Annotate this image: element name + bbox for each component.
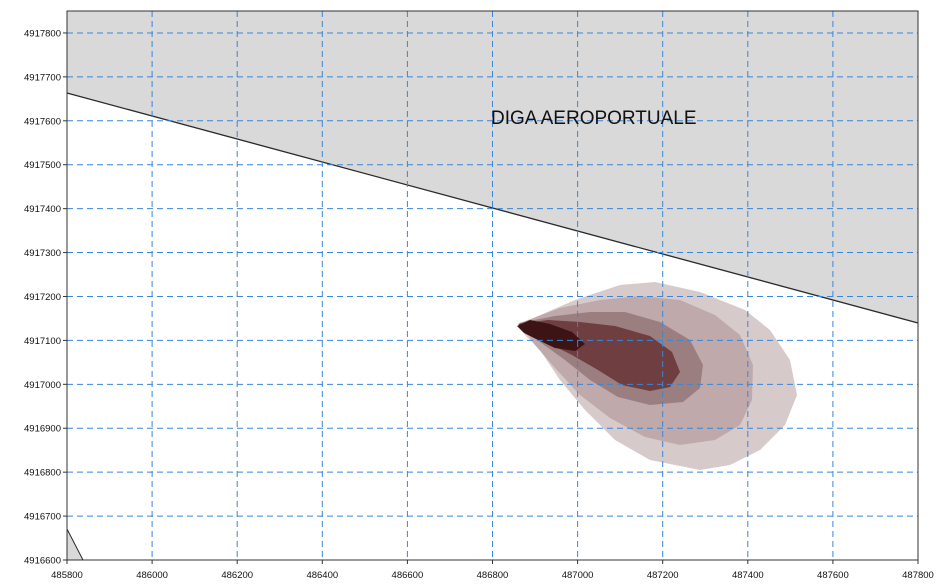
y-tick-label: 4917400 bbox=[24, 204, 61, 215]
dike-shoreline bbox=[66, 92, 919, 324]
plume-contours bbox=[517, 282, 797, 470]
x-tick-label: 486200 bbox=[221, 570, 253, 581]
y-tick-label: 4917700 bbox=[24, 72, 61, 83]
y-tick-label: 4916900 bbox=[24, 424, 61, 435]
x-tick-label: 487400 bbox=[732, 570, 764, 581]
plume-level-5 bbox=[517, 320, 585, 351]
grid-lines bbox=[67, 11, 918, 560]
y-tick-label: 4917800 bbox=[24, 28, 61, 39]
y-tick-label: 4917100 bbox=[24, 336, 61, 347]
y-tick-label: 4916800 bbox=[24, 468, 61, 479]
y-tick-label: 4917200 bbox=[24, 292, 61, 303]
y-tick-label: 4917600 bbox=[24, 116, 61, 127]
y-tick-label: 4916600 bbox=[24, 556, 61, 567]
x-tick-label: 487800 bbox=[902, 570, 934, 581]
x-tick-label: 487600 bbox=[817, 570, 849, 581]
y-tick-label: 4916700 bbox=[24, 512, 61, 523]
y-tick-label: 4917000 bbox=[24, 380, 61, 391]
y-tick-label: 4917300 bbox=[24, 248, 61, 259]
x-tick-label: 486600 bbox=[392, 570, 424, 581]
x-tick-label: 486400 bbox=[306, 570, 338, 581]
y-tick-label: 4917500 bbox=[24, 160, 61, 171]
x-tick-label: 486000 bbox=[136, 570, 168, 581]
x-tick-label: 487200 bbox=[647, 570, 679, 581]
x-tick-label: 485800 bbox=[51, 570, 83, 581]
y-axis-tick-labels: 4916600 4916700 4916800 4916900 4917000 49171… bbox=[24, 28, 61, 566]
area-label: DIGA AEROPORTUALE bbox=[491, 108, 697, 129]
x-axis-tick-labels: 485800 486000 486200 486400 486600 486800 4870… bbox=[51, 570, 934, 581]
axis-ticks bbox=[63, 32, 919, 564]
x-tick-label: 487000 bbox=[562, 570, 594, 581]
x-tick-label: 486800 bbox=[477, 570, 509, 581]
